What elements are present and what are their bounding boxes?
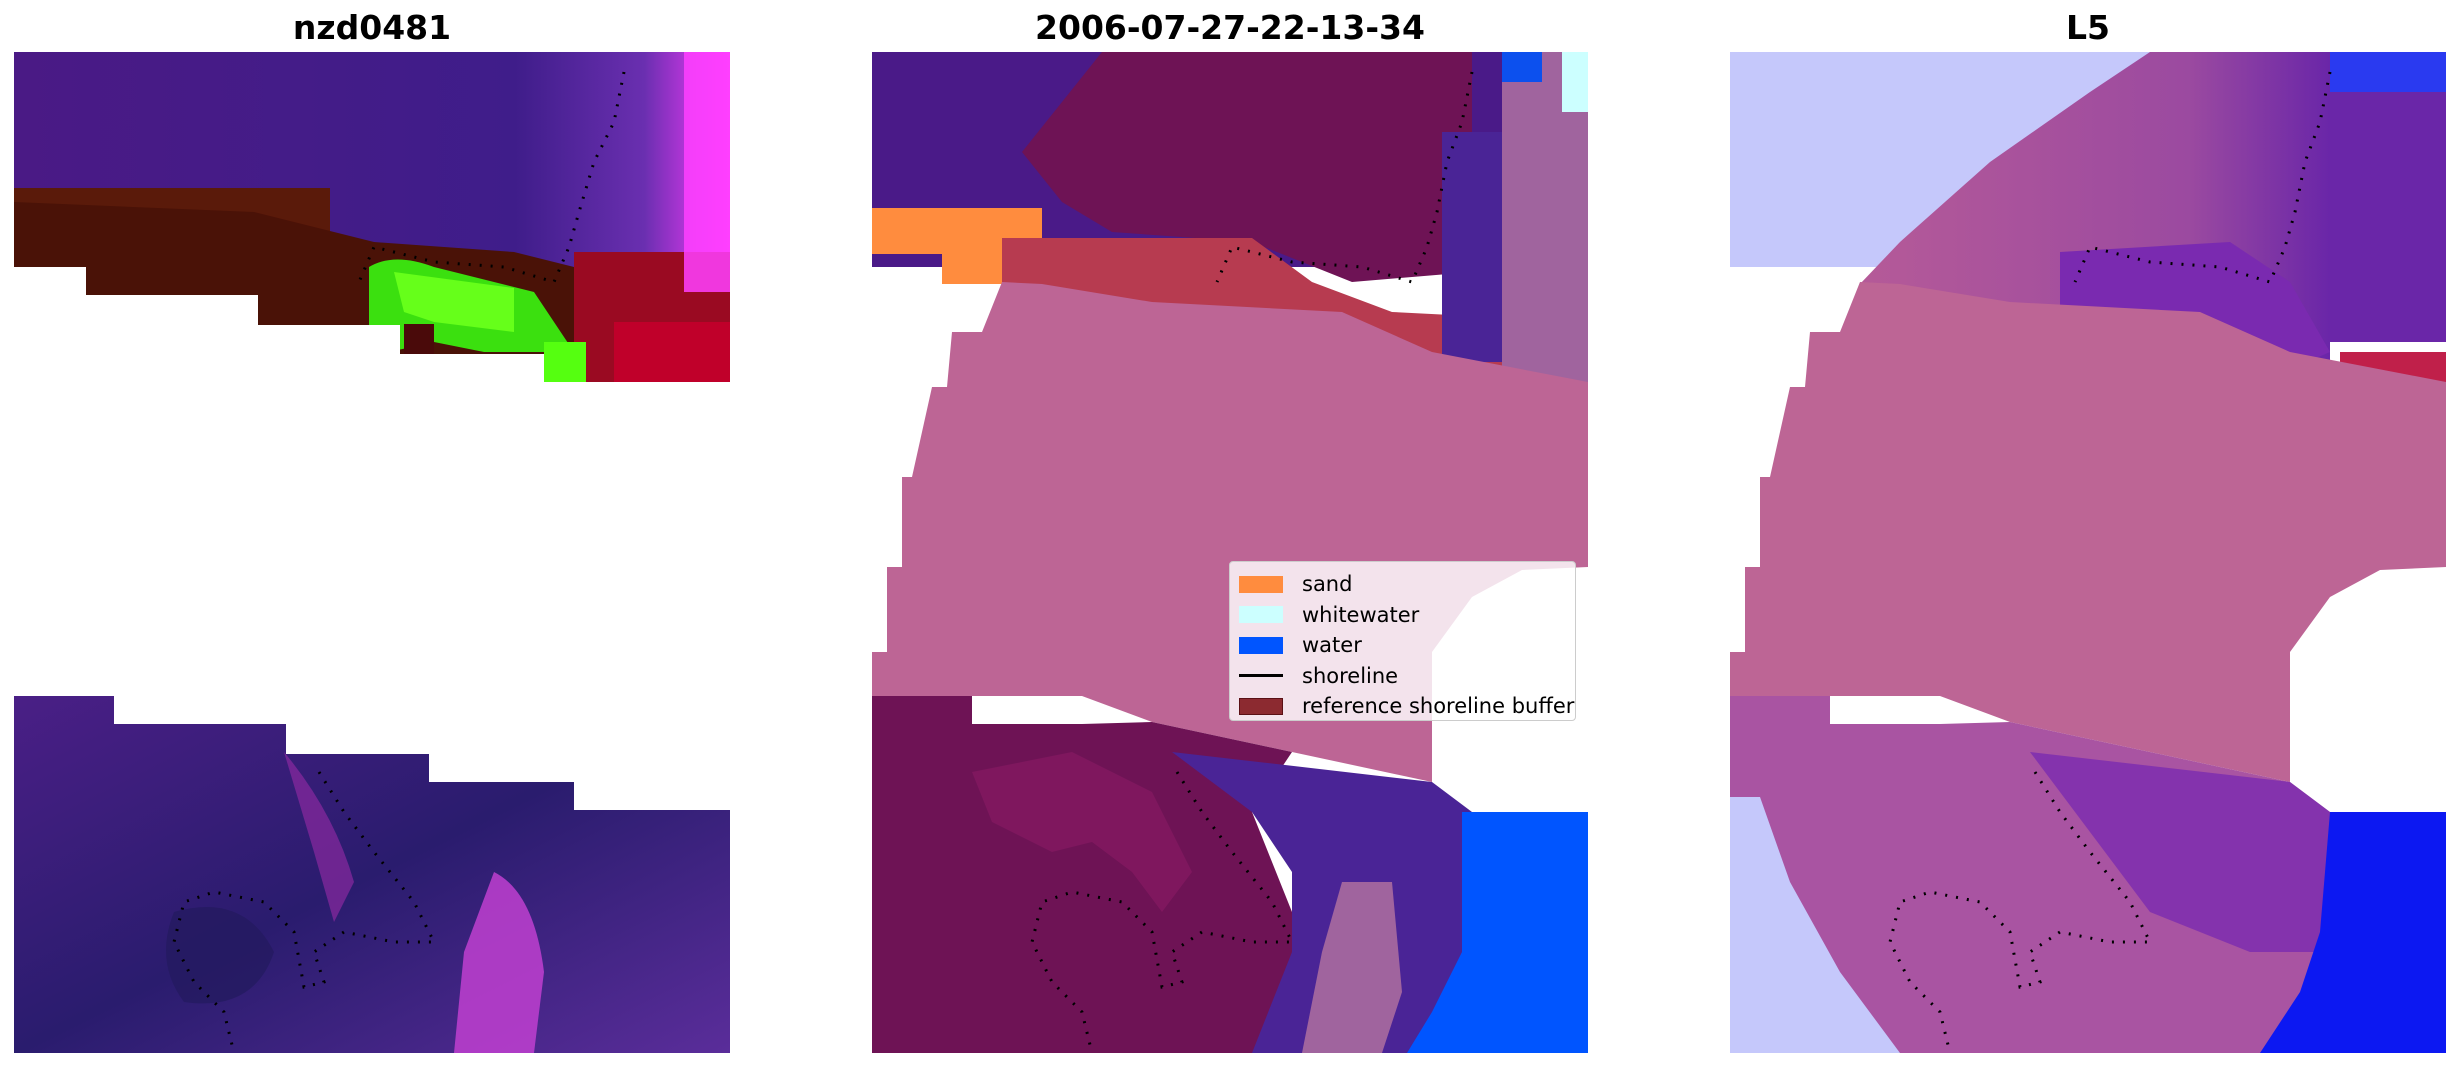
index-lower-region [1730, 696, 2446, 1053]
index-buffer-region [1730, 282, 2446, 782]
legend-item-water: water [1239, 630, 1575, 661]
sand-swatch [1239, 575, 1283, 593]
classification-panel [872, 52, 1588, 1053]
legend-item-whitewater: whitewater [1239, 600, 1575, 631]
shoreline-dots [1888, 71, 2332, 1053]
legend-label-shoreline: shoreline [1302, 663, 1399, 688]
rgb-image-panel [14, 52, 730, 1053]
shoreline-dots [172, 71, 626, 1053]
legend-item-buffer: reference shoreline buffer [1239, 691, 1575, 722]
water-swatch [1239, 636, 1283, 654]
index-image-panel [1730, 52, 2446, 1053]
legend-label-sand: sand [1302, 572, 1353, 597]
panel-title-rgb: nzd0481 [292, 8, 452, 47]
panel-title-index: L5 [2066, 8, 2110, 47]
whitewater-swatch [1239, 606, 1283, 624]
legend-label-whitewater: whitewater [1302, 602, 1420, 627]
rgb-nodata-mask [14, 267, 730, 810]
legend-item-sand: sand [1239, 569, 1575, 600]
rgb-lower-region [14, 696, 730, 1053]
legend-label-buffer: reference shoreline buffer [1302, 694, 1575, 719]
panel-title-classification: 2006-07-27-22-13-34 [1035, 8, 1425, 47]
shoreline-line-swatch [1239, 674, 1283, 678]
buffer-swatch [1239, 697, 1283, 715]
legend-item-shoreline: shoreline [1239, 661, 1575, 692]
class-lower-region [872, 696, 1588, 1053]
legend: sand whitewater water shoreline referenc… [1229, 561, 1576, 721]
legend-label-water: water [1302, 633, 1362, 658]
shoreline-dots [1030, 71, 1474, 1053]
